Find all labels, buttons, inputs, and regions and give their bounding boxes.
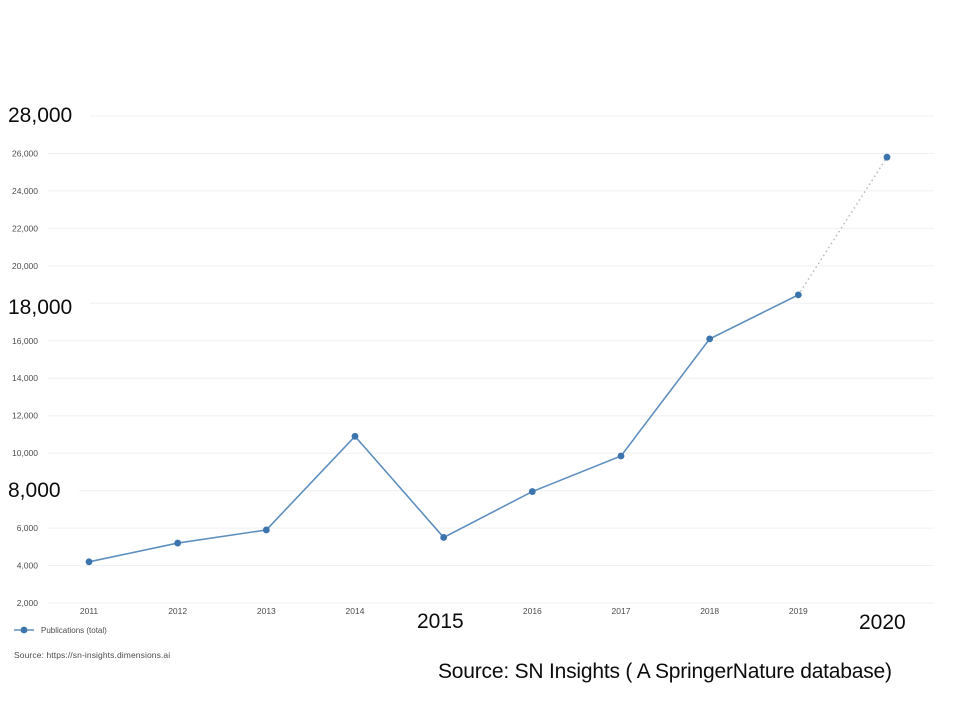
y-tick-label-2000: 2,000 [17,598,39,608]
data-point-2020[interactable] [883,153,891,161]
series-line-solid [88,294,799,563]
chart-source-url: Source: https://sn-insights.dimensions.a… [14,650,171,660]
x-tick-label-2019: 2019 [789,606,808,616]
data-point-2016[interactable] [528,488,536,495]
source-caption: Source: SN Insights ( A SpringerNature d… [438,660,892,683]
y-tick-label-6000: 6,000 [17,523,39,533]
x-axis-callout-2015: 2015 [417,609,464,635]
y-axis-callout-8000: 8,000 [8,478,79,504]
x-tick-label-2016: 2016 [523,606,542,616]
y-tick-label-16000: 16,000 [12,336,38,346]
y-tick-label-24000: 24,000 [12,186,38,196]
line-dot-marker-icon [14,626,34,634]
y-tick-label-20000: 20,000 [12,261,38,271]
y-tick-label-4000: 4,000 [17,561,39,571]
y-tick-label-22000: 22,000 [12,223,38,233]
x-tick-label-2014: 2014 [346,606,365,616]
y-axis-callout-18000: 18,000 [8,295,91,321]
legend-item-publications[interactable]: Publications (total) [13,625,107,635]
x-tick-label-2013: 2013 [257,606,276,616]
y-tick-label-26000: 26,000 [12,148,38,158]
data-point-2013[interactable] [262,526,270,534]
data-point-2017[interactable] [617,452,625,460]
x-tick-label-2017: 2017 [612,606,631,616]
legend-label: Publications (total) [41,625,107,635]
data-point-2012[interactable] [174,539,182,547]
data-point-2011[interactable] [85,558,93,566]
data-point-2014[interactable] [351,432,359,440]
data-point-2018[interactable] [706,335,714,343]
x-tick-label-2018: 2018 [700,606,719,616]
y-tick-label-10000: 10,000 [12,448,38,458]
y-axis-callout-28000: 28,000 [8,103,91,129]
y-tick-label-12000: 12,000 [12,411,38,421]
data-point-2019[interactable] [794,291,802,299]
x-tick-label-2012: 2012 [168,606,187,616]
y-tick-label-14000: 14,000 [12,373,38,383]
series-line-projection-dotted [797,156,888,296]
x-axis-callout-2020: 2020 [859,610,906,636]
x-tick-label-2011: 2011 [80,606,99,616]
data-point-2015[interactable] [440,534,448,541]
